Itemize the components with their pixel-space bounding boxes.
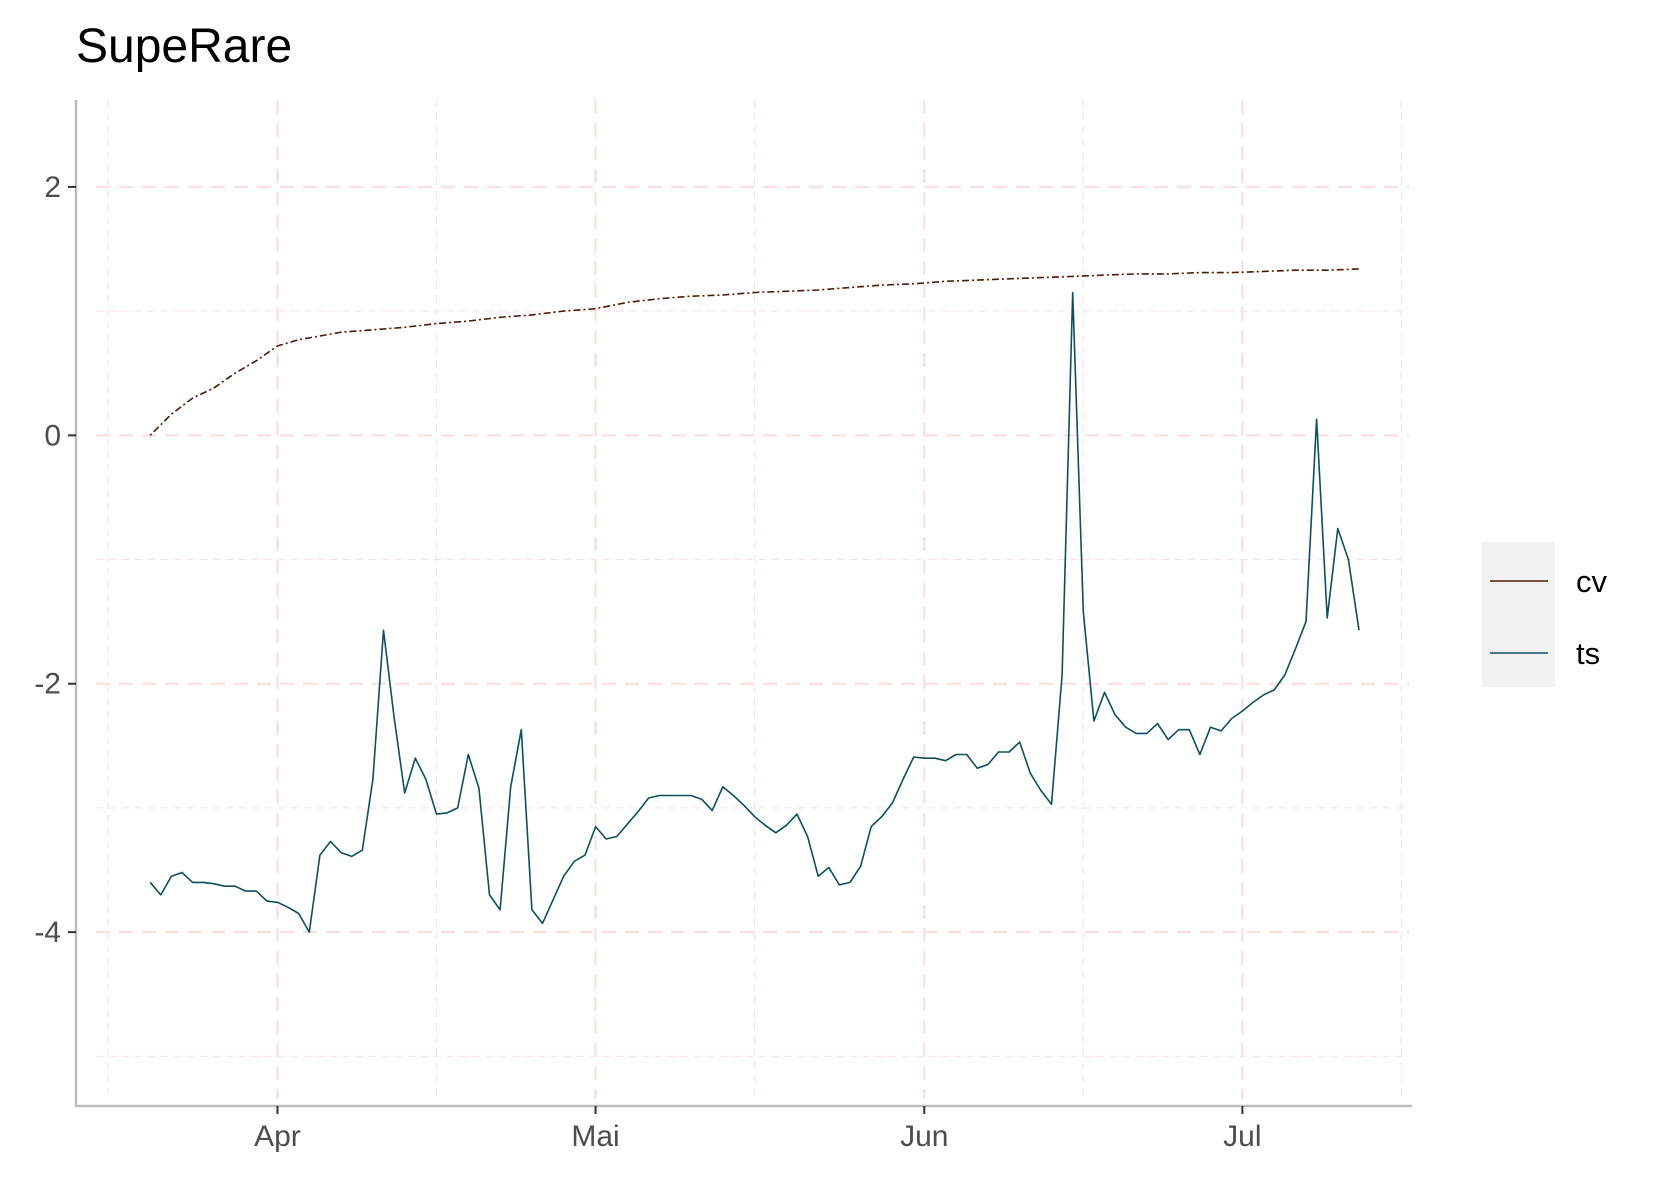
series-layer bbox=[149, 268, 1360, 933]
series-line-cv bbox=[149, 268, 1360, 436]
x-tick-label: Apr bbox=[254, 1120, 301, 1153]
y-tick-label: -4 bbox=[34, 916, 61, 949]
y-tick-label: -2 bbox=[34, 668, 61, 701]
legend-label-ts: ts bbox=[1576, 636, 1600, 671]
legend-key-background bbox=[1482, 542, 1555, 687]
series-line-ts bbox=[149, 291, 1360, 933]
grid bbox=[96, 100, 1409, 1099]
x-tick-label: Mai bbox=[571, 1120, 619, 1153]
y-tick-label: 2 bbox=[44, 171, 61, 204]
legend: cv ts bbox=[1482, 542, 1608, 687]
y-tick-label: 0 bbox=[44, 419, 61, 452]
axes: 2 0 -2 -4 Apr Mai Jun Jul bbox=[34, 100, 1412, 1153]
chart-title: SupeRare bbox=[76, 20, 292, 73]
x-tick-label: Jul bbox=[1223, 1120, 1261, 1153]
x-tick-label: Jun bbox=[900, 1120, 948, 1153]
legend-label-cv: cv bbox=[1576, 564, 1608, 599]
